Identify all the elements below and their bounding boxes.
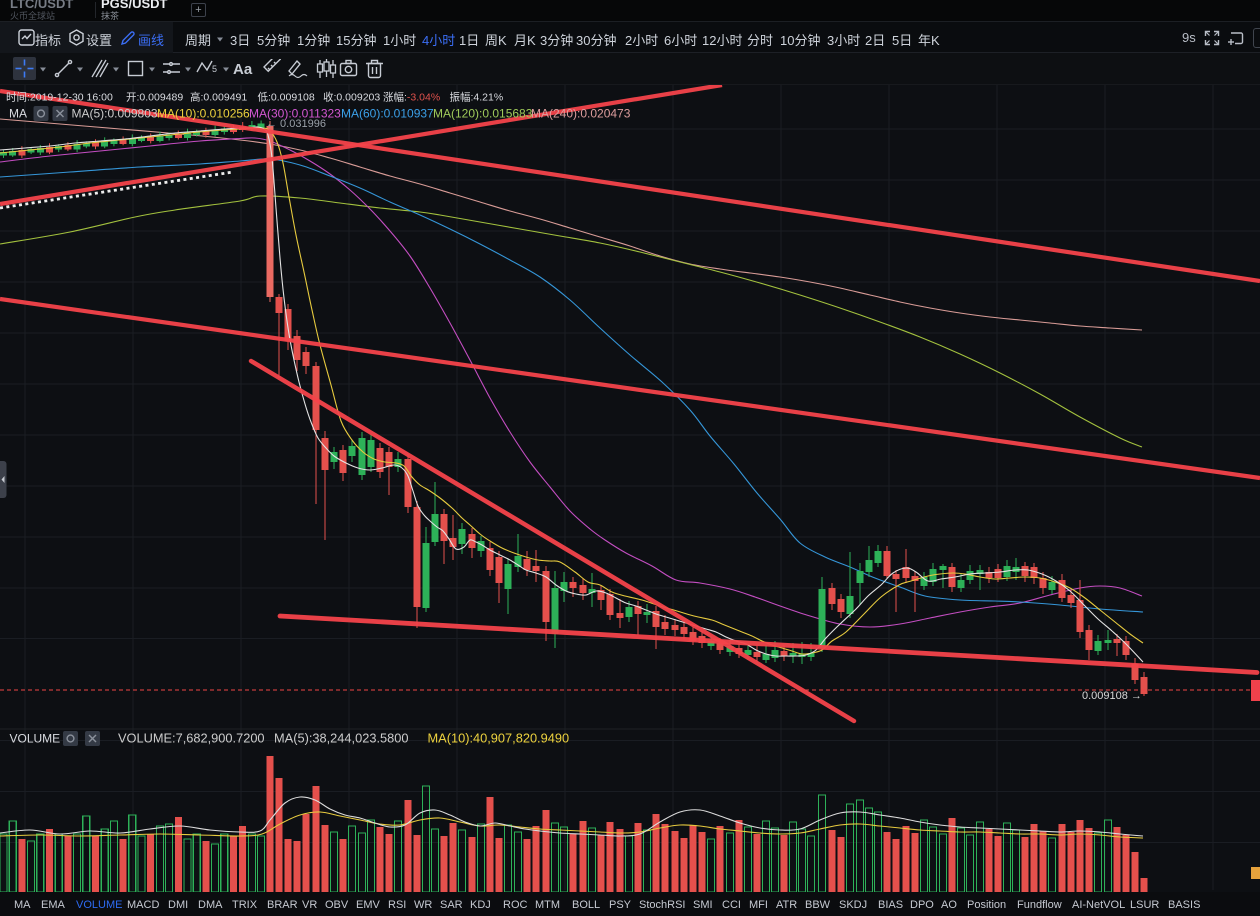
svg-text:DPO: DPO: [910, 899, 934, 911]
svg-text:BRAR: BRAR: [267, 899, 298, 911]
svg-text:MA: MA: [9, 107, 27, 121]
svg-text:Fundflow: Fundflow: [1017, 899, 1062, 911]
svg-text:RSI: RSI: [388, 899, 406, 911]
svg-text:低:0.009108: 低:0.009108: [258, 91, 315, 104]
svg-text:振幅:4.21%: 振幅:4.21%: [450, 91, 504, 104]
svg-text:MACD: MACD: [127, 899, 159, 911]
svg-text:ROC: ROC: [503, 899, 528, 911]
svg-text:ATR: ATR: [776, 899, 797, 911]
svg-text:MTM: MTM: [535, 899, 560, 911]
svg-text:StochRSI: StochRSI: [639, 899, 685, 911]
svg-text:MFI: MFI: [749, 899, 768, 911]
svg-text:PSY: PSY: [609, 899, 632, 911]
svg-text:AO: AO: [941, 899, 957, 911]
svg-text:LSUR: LSUR: [1130, 899, 1159, 911]
svg-text:收:0.009203: 收:0.009203: [323, 91, 380, 104]
svg-text:BIAS: BIAS: [878, 899, 903, 911]
svg-text:TRIX: TRIX: [232, 899, 258, 911]
svg-text:CCI: CCI: [722, 899, 741, 911]
svg-text:MA(10):40,907,820.9490: MA(10):40,907,820.9490: [428, 731, 570, 746]
svg-text:时间:2019-12-30 16:00: 时间:2019-12-30 16:00: [6, 91, 113, 104]
svg-text:涨幅:-3.04%: 涨幅:-3.04%: [383, 91, 440, 104]
svg-text:← 0.031996: ← 0.031996: [266, 118, 326, 130]
svg-text:开:0.009489: 开:0.009489: [126, 92, 183, 104]
svg-text:BASIS: BASIS: [1168, 899, 1200, 911]
svg-text:MA(120):0.015683: MA(120):0.015683: [433, 107, 533, 121]
svg-text:MA(30):0.011323: MA(30):0.011323: [249, 107, 341, 121]
svg-text:MA(60):0.010937: MA(60):0.010937: [341, 107, 434, 121]
svg-text:EMV: EMV: [356, 899, 381, 911]
svg-text:MA(240):0.020473: MA(240):0.020473: [531, 107, 631, 121]
svg-text:DMA: DMA: [198, 899, 223, 911]
svg-text:MA(5):38,244,023.5800: MA(5):38,244,023.5800: [274, 731, 408, 746]
svg-text:BBW: BBW: [805, 899, 831, 911]
svg-text:高:0.009491: 高:0.009491: [190, 91, 247, 104]
svg-text:OBV: OBV: [325, 899, 349, 911]
svg-text:BOLL: BOLL: [572, 899, 600, 911]
svg-text:VOLUME:7,682,900.7200: VOLUME:7,682,900.7200: [118, 731, 265, 746]
svg-text:WR: WR: [414, 899, 432, 911]
svg-text:AI-NetVOL: AI-NetVOL: [1072, 899, 1125, 911]
svg-text:Position: Position: [967, 899, 1006, 911]
svg-text:SAR: SAR: [440, 899, 463, 911]
svg-text:VOLUME: VOLUME: [10, 732, 61, 746]
svg-text:MA(10):0.010256: MA(10):0.010256: [157, 107, 250, 121]
svg-text:5: 5: [212, 64, 217, 74]
svg-text:VOLUME: VOLUME: [76, 899, 122, 911]
svg-text:DMI: DMI: [168, 899, 188, 911]
svg-text:VR: VR: [302, 899, 317, 911]
svg-text:EMA: EMA: [41, 899, 66, 911]
svg-text:SMI: SMI: [693, 899, 713, 911]
svg-text:0.009108 →: 0.009108 →: [1082, 690, 1142, 702]
svg-text:MA: MA: [14, 899, 31, 911]
svg-text:SKDJ: SKDJ: [839, 899, 867, 911]
svg-text:KDJ: KDJ: [470, 899, 491, 911]
svg-text:MA(5):0.009803: MA(5):0.009803: [72, 107, 158, 121]
